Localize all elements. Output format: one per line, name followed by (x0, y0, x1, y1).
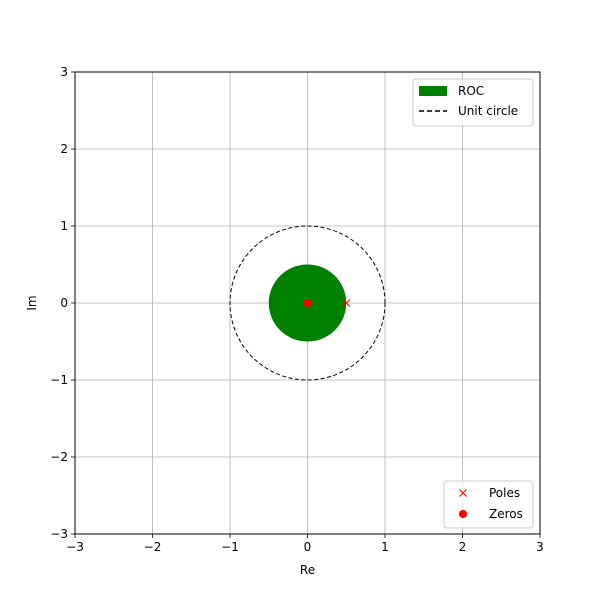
x-axis-label: Re (300, 563, 315, 577)
legend-label-unit-circle: Unit circle (458, 104, 518, 118)
pole-marker-stroke (342, 299, 351, 307)
x-tick-label: −1 (221, 540, 239, 554)
y-tick-label: −2 (50, 450, 68, 464)
zero-marker (303, 299, 312, 307)
legend-label-poles: Poles (489, 486, 520, 500)
x-tick-label: 0 (304, 540, 312, 554)
legend-label-roc: ROC (458, 84, 484, 98)
x-tick-label: −3 (66, 540, 84, 554)
y-tick-label: 0 (60, 296, 68, 310)
legend-layer: ROC Unit circle Poles Zeros (412, 78, 534, 529)
unit-circle (229, 225, 386, 381)
legend-swatch-roc (419, 86, 447, 96)
legend-top-right: ROC Unit circle (412, 78, 534, 127)
x-tick-label: −2 (144, 540, 162, 554)
y-axis-label: Im (25, 295, 39, 310)
tick-layer: −3 −2 −1 0 1 2 3 −3 −2 −1 0 1 2 3 (50, 65, 544, 554)
pole-marker (342, 299, 351, 307)
legend-swatch-poles (459, 489, 467, 497)
y-tick-label: 1 (60, 219, 68, 233)
y-tick-label: −1 (50, 373, 68, 387)
y-tick-label: −3 (50, 527, 68, 541)
legend-swatch-zeros (459, 510, 467, 518)
y-tick-label: 3 (60, 65, 68, 79)
legend-label-zeros: Zeros (489, 507, 523, 521)
x-tick-label: 1 (381, 540, 389, 554)
x-tick-label: 3 (536, 540, 544, 554)
legend-bottom-right: Poles Zeros (443, 480, 534, 529)
y-tick-label: 2 (60, 142, 68, 156)
data-layer (229, 225, 386, 381)
x-tick-label: 2 (459, 540, 467, 554)
